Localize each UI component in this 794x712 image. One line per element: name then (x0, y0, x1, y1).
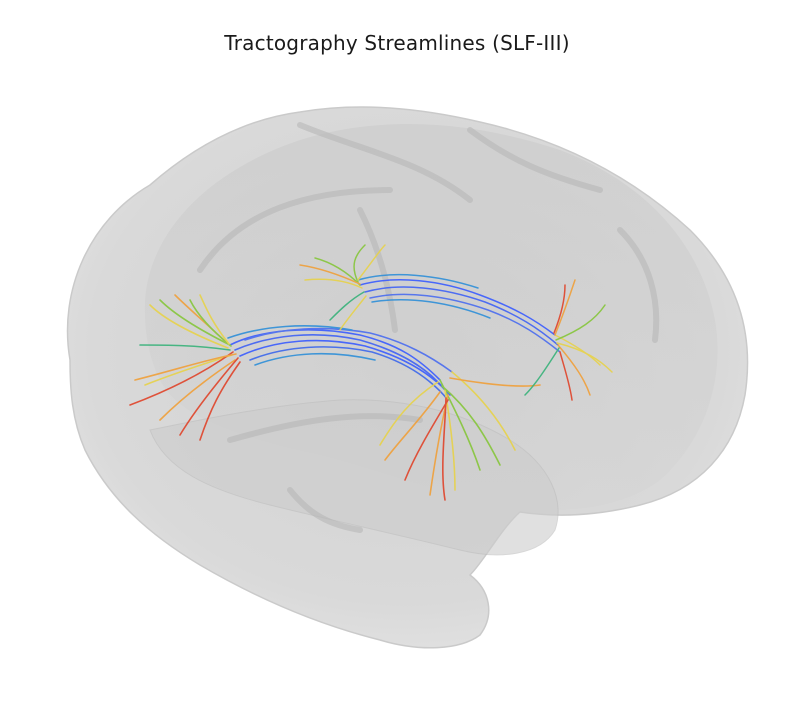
frontal-bundle (129, 294, 541, 501)
parietal-bundle (299, 244, 613, 401)
figure-title: Tractography Streamlines (SLF-III) (224, 31, 570, 55)
temporal-lobe (149, 399, 559, 556)
